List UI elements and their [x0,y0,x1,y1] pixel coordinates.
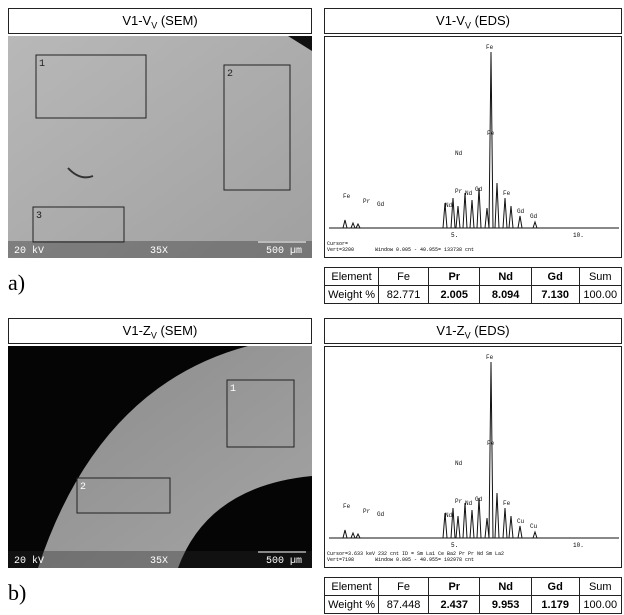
table-cell: 9.953 [480,596,531,614]
peak-label: Fe [503,500,511,507]
figure: V1-VV (SEM) 1 2 3 20 kV 35X 500 µm a) V1-VV (EDS… [0,0,624,615]
table-cell: Sum [579,578,621,596]
title-rest: (SEM) [157,323,197,338]
sem-image: 1 2 20 kV 35X 500 µm [8,346,312,568]
panel-title: V1-VV (SEM) [8,8,312,34]
table-cell: 7.130 [531,286,579,304]
peak-label: Nd [455,150,463,157]
magnification: 35X [150,556,168,567]
panel-title: V1-VV (EDS) [324,8,622,34]
peak-label: Nd [465,190,473,197]
title-rest: (SEM) [157,13,197,28]
axis-label: 10. [573,232,584,239]
table-cell: Element [325,268,379,286]
info: Window 0.005 - 40.955= 102978 cnt [375,557,474,563]
region-label: 2 [227,69,233,80]
peak-label: Fe [503,190,511,197]
table-cell: 1.179 [531,596,579,614]
peak-label: Gd [377,201,385,208]
region-label: 3 [36,211,42,222]
eds-spectrum: FeFeNdFePrGdNdPrNdGdFeGdGd5.10.Cursor=Ve… [324,36,622,258]
peak-label: Gd [377,511,385,518]
peak-label: Fe [343,503,351,510]
peak-label: Cu [530,523,538,530]
panel-label: a) [8,270,25,296]
table-cell: Fe [379,578,429,596]
peak-label: Gd [475,496,483,503]
scale: 500 µm [266,556,302,567]
peak-label: Pr [455,188,463,195]
peak-label: Fe [486,44,494,51]
sem-image: 1 2 3 20 kV 35X 500 µm [8,36,312,258]
peak-label: Nd [455,460,463,467]
table-cell: Pr [429,268,480,286]
title-main: V1-V [122,13,151,28]
sem-background [8,36,312,258]
peak-label: Gd [517,208,525,215]
table-cell: Weight % [325,596,379,614]
spectrum-line [329,52,619,228]
table-cell: 100.00 [579,596,621,614]
peak-label: Nd [465,500,473,507]
peak-label: Fe [343,193,351,200]
table-cell: 2.005 [429,286,480,304]
table-cell: 100.00 [579,286,621,304]
axis-label: 5. [451,542,458,549]
title-rest: (EDS) [471,13,510,28]
peak-label: Fe [486,354,494,361]
title-main: V1-Z [123,323,151,338]
table-cell: 87.448 [379,596,429,614]
panel-title: V1-ZV (SEM) [8,318,312,344]
peak-label: Fe [487,130,495,137]
magnification: 35X [150,246,168,257]
table-cell: Sum [579,268,621,286]
panel-label: b) [8,580,26,606]
axis-label: 5. [451,232,458,239]
info: Window 0.005 - 40.955= 133738 cnt [375,247,474,253]
title-main: V1-Z [436,323,464,338]
peak-label: Fe [487,440,495,447]
region-label: 2 [80,482,86,493]
table-cell: Weight % [325,286,379,304]
voltage: 20 kV [14,245,44,257]
table-cell: Pr [429,578,480,596]
panel-title: V1-ZV (EDS) [324,318,622,344]
table-cell: Gd [531,578,579,596]
title-rest: (EDS) [471,323,510,338]
voltage: 20 kV [14,555,44,567]
region-label: 1 [230,384,236,395]
peak-label: Gd [530,213,538,220]
table-cell: Element [325,578,379,596]
axis-label: 10. [573,542,584,549]
table-cell: 2.437 [429,596,480,614]
info: Vert=7198 [327,557,354,563]
title-main: V1-V [436,13,465,28]
table-cell: 8.094 [480,286,531,304]
peak-label: Nd [445,512,453,519]
table-cell: Gd [531,268,579,286]
spectrum-line [329,362,619,538]
table-row: ElementFePrNdGdSum [325,268,622,286]
region-label: 1 [39,59,45,70]
table-cell: Fe [379,268,429,286]
scale: 500 µm [266,246,302,257]
peak-label: Cu [517,518,525,525]
info: Vert=3200 [327,247,354,253]
table-cell: Nd [480,268,531,286]
table-cell: Nd [480,578,531,596]
peak-label: Pr [455,498,463,505]
peak-label: Gd [475,186,483,193]
table-cell: 82.771 [379,286,429,304]
peak-label: Pr [363,508,371,515]
peak-label: Pr [363,198,371,205]
peak-label: Nd [445,202,453,209]
